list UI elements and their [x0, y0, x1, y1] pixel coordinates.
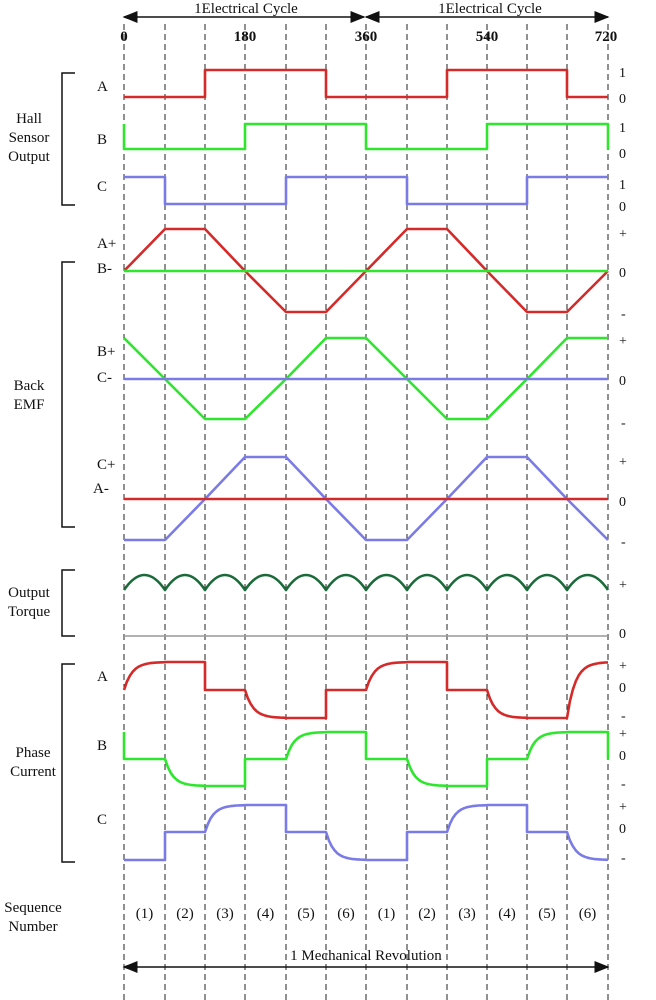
emf-label-c-plus: C+ [97, 457, 115, 473]
group-brackets [61, 72, 75, 863]
emf-level: 0 [619, 495, 626, 510]
hall-level: 1 [619, 66, 626, 81]
torque-level-plus: + [619, 578, 627, 593]
torque-level-zero: 0 [619, 627, 626, 642]
hall-level: 0 [619, 147, 626, 162]
hall-label-b: B [97, 132, 107, 148]
current-c-wave [124, 803, 609, 862]
emf-level: - [621, 535, 626, 550]
emf-label-a-minus: A- [93, 481, 109, 497]
current-label-c: C [97, 812, 107, 828]
group-label-current: Current [10, 764, 57, 780]
sequence-number: (6) [337, 906, 355, 922]
group-label-emf: Back [14, 378, 45, 394]
emf-level: + [619, 334, 627, 349]
torque-wave [122, 573, 610, 592]
current-a-wave [122, 660, 609, 720]
hall-label-c: C [97, 179, 107, 195]
cycle-label-2: 1Electrical Cycle [438, 1, 542, 17]
group-label-torque: Output [8, 585, 51, 601]
group-label-sequence: Sequence [4, 900, 62, 916]
torque-bracket [61, 569, 75, 637]
sequence-number: (5) [297, 906, 315, 922]
current-level: + [619, 727, 627, 742]
group-label-hall: Hall [16, 111, 42, 127]
current-label-a: A [97, 669, 108, 685]
current-level: 0 [619, 822, 626, 837]
hall-level: 0 [619, 92, 626, 107]
sequence-number: (1) [378, 906, 396, 922]
current-level: - [621, 709, 626, 724]
group-label-torque: Torque [8, 604, 51, 620]
angle-tick: 720 [595, 29, 618, 45]
emf-level: - [621, 416, 626, 431]
hall-level: 0 [619, 200, 626, 215]
mechanical-revolution-label: 1 Mechanical Revolution [290, 948, 442, 964]
group-label-current: Phase [16, 745, 51, 761]
hall-level: 1 [619, 178, 626, 193]
hall-label-a: A [97, 79, 108, 95]
cycle-label-1: 1Electrical Cycle [194, 1, 298, 17]
current-level: 0 [619, 749, 626, 764]
sequence-number: (1) [136, 906, 154, 922]
current-level: + [619, 800, 627, 815]
sequence-number: (3) [216, 906, 234, 922]
hall-b-wave [122, 122, 610, 151]
current-bracket [61, 663, 75, 863]
sequence-number: (2) [176, 906, 194, 922]
emf-level: + [619, 227, 627, 242]
emf-level: 0 [619, 374, 626, 389]
sequence-number: (5) [538, 906, 556, 922]
waveforms [122, 68, 610, 862]
sequence-numbers: (1) (2) (3) (4) (5) (6) (1) (2) (3) (4) (5) (6) [136, 906, 597, 922]
emf-label-b-minus: B- [97, 261, 112, 277]
sequence-number: (3) [458, 906, 476, 922]
emf-level: - [621, 307, 626, 322]
group-label-hall: Output [8, 149, 51, 165]
hall-bracket [61, 72, 75, 206]
emf-level: 0 [619, 266, 626, 281]
hall-level: 1 [619, 121, 626, 136]
current-label-b: B [97, 738, 107, 754]
group-label-hall: Sensor [9, 130, 50, 146]
hall-c-wave [124, 175, 608, 206]
sequence-number: (4) [498, 906, 516, 922]
emf-level: + [619, 455, 627, 470]
current-level: - [621, 777, 626, 792]
emf-label-a-plus: A+ [97, 236, 116, 252]
current-level: - [621, 851, 626, 866]
dashed-gridlines [123, 24, 609, 1000]
sequence-number: (2) [418, 906, 436, 922]
group-label-emf: EMF [14, 397, 45, 413]
current-level: + [619, 659, 627, 674]
group-label-sequence: Number [8, 919, 57, 935]
hall-a-wave [124, 68, 608, 99]
sequence-number: (6) [579, 906, 597, 922]
emf-label-c-minus: C- [97, 370, 112, 386]
current-b-wave [122, 730, 610, 788]
emf-label-b-plus: B+ [97, 344, 115, 360]
sequence-number: (4) [257, 906, 275, 922]
current-level: 0 [619, 681, 626, 696]
emf-bracket [61, 261, 75, 528]
